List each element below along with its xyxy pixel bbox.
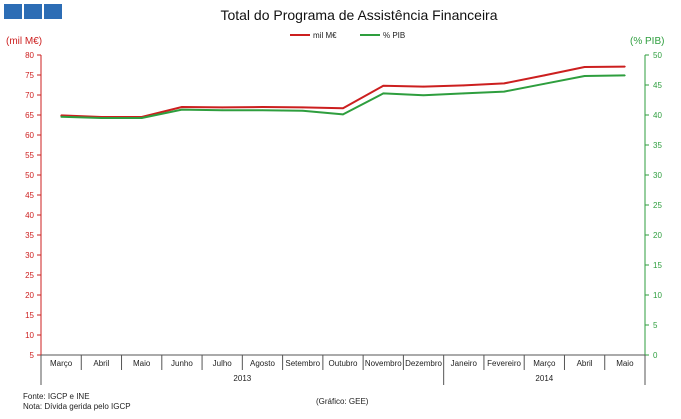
x-tick-label: Março [50,359,73,368]
year-label: 2013 [233,374,251,383]
y-left-tick-label: 60 [25,131,34,140]
data-point [181,106,183,108]
data-point [624,65,626,68]
data-point [221,106,223,109]
data-point [382,92,385,95]
x-tick-label: Junho [171,359,193,368]
x-tick-label: Outubro [329,359,358,368]
y-left-tick-label: 70 [25,91,34,100]
x-tick-label: Setembro [285,359,320,368]
data-point [261,109,264,111]
y-left-tick-label: 20 [25,291,34,300]
y-left-tick-label: 45 [25,191,34,200]
data-point [342,107,344,109]
x-tick-label: Julho [213,359,233,368]
data-point [301,110,304,112]
y-left-tick-label: 15 [25,311,34,320]
series-line-mil-meur [61,65,625,118]
y-right-tick-label: 0 [653,351,658,360]
y-left-tick-label: 30 [25,251,34,260]
y-axis-left-label: (mil M€) [6,36,42,47]
y-right-tick-label: 45 [653,81,662,90]
y-left-tick-label: 65 [25,111,34,120]
y-left-tick-label: 50 [25,171,34,180]
x-tick-label: Fevereiro [487,359,521,368]
data-point [463,92,465,95]
x-tick-label: Maio [616,359,634,368]
y-left-tick-label: 55 [25,151,34,160]
data-point [583,75,586,77]
x-tick-label: Janeiro [451,359,478,368]
x-tick-label: Novembro [365,359,402,368]
data-point [60,116,62,118]
series-lines [60,65,626,119]
data-point [221,109,223,111]
data-point [503,82,505,85]
y-right-tick-label: 25 [653,201,662,210]
y-right-tick-label: 15 [653,261,662,270]
y-left-tick-label: 75 [25,71,34,80]
y-left-tick-label: 40 [25,211,34,220]
data-point [382,85,385,87]
x-tick-label: Maio [133,359,151,368]
footer-credit: (Gráfico: GEE) [316,397,369,406]
legend-label: % PIB [383,31,405,40]
data-point [463,84,465,87]
data-point [60,114,62,117]
year-label: 2014 [535,374,553,383]
y-left-tick-label: 25 [25,271,34,280]
legend-label: mil M€ [313,31,337,40]
y-right-tick-label: 40 [653,111,662,120]
data-point [342,113,344,116]
legend: mil M€ % PIB [290,31,405,40]
data-point [100,117,103,119]
y-right-tick-label: 5 [653,321,658,330]
x-tick-label: Dezembro [405,359,442,368]
data-point [543,83,546,85]
y-right-tick-label: 35 [653,141,662,150]
data-point [261,106,264,108]
x-tick-label: Abril [577,359,593,368]
data-point [583,66,586,68]
data-point [503,90,505,93]
y-right-tick-label: 10 [653,291,662,300]
data-point [422,94,425,96]
x-tick-label: Abril [93,359,109,368]
x-tick-label: Agosto [250,359,275,368]
data-point [181,108,183,111]
logo-block-3 [44,4,62,19]
data-point [543,74,546,77]
chart-title: Total do Programa de Assistência Finance… [220,7,497,23]
data-point [301,106,304,109]
axes: 5 10 15 20 25 30 35 40 45 50 55 60 65 70 75 80 0 5 10 15 20 2… [25,51,662,385]
y-left-tick-label: 80 [25,51,34,60]
data-point [624,74,626,77]
y-axis-right-label: (% PIB) [630,36,664,47]
y-left-tick-label: 35 [25,231,34,240]
series-line-pct-pib [61,74,625,119]
x-tick-label: Março [533,359,556,368]
footer-note: Nota: Dívida gerida pelo IGCP [23,402,131,411]
data-point [140,117,143,119]
logo-block-2 [24,4,42,19]
y-left-tick-label: 5 [30,351,35,360]
footer-source: Fonte: IGCP e INE [23,392,90,401]
y-right-tick-label: 50 [653,51,662,60]
y-left-tick-label: 10 [25,331,34,340]
y-right-tick-label: 30 [653,171,662,180]
logo-block-1 [4,4,22,19]
data-point [422,85,425,88]
y-right-tick-label: 20 [653,231,662,240]
